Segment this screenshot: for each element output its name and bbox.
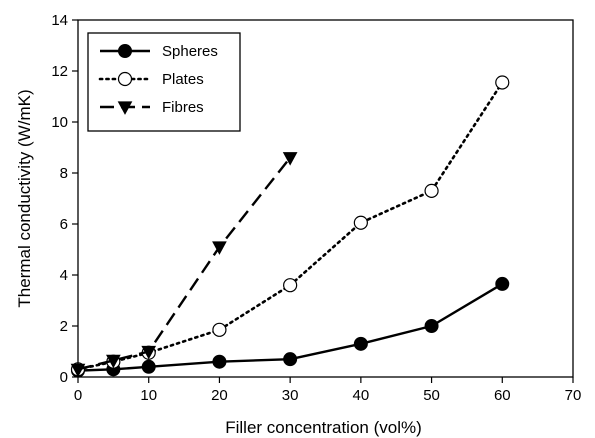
legend-marker-spheres bbox=[118, 44, 132, 58]
axes: 0 10 20 30 40 50 60 70 0 2 4 6 8 10 12 14 bbox=[51, 12, 581, 404]
data-point-spheres bbox=[141, 359, 156, 374]
y-tick-label: 14 bbox=[51, 12, 68, 29]
data-point-plates bbox=[283, 278, 298, 293]
x-tick-label: 60 bbox=[494, 387, 511, 404]
x-axis-title: Filler concentration (vol%) bbox=[225, 418, 422, 437]
x-tick-label: 30 bbox=[282, 387, 299, 404]
x-tick-label: 0 bbox=[74, 387, 82, 404]
plot-frame bbox=[77, 19, 574, 378]
x-tick-label: 10 bbox=[140, 387, 157, 404]
y-tick-label: 0 bbox=[60, 369, 68, 386]
data-point-spheres bbox=[495, 276, 510, 291]
data-point-fibres bbox=[282, 152, 298, 166]
data-point-spheres bbox=[283, 352, 298, 367]
x-tick-label: 40 bbox=[353, 387, 370, 404]
data-point-fibres bbox=[141, 345, 157, 360]
legend: Spheres Plates Fibres bbox=[87, 32, 241, 132]
legend-label-spheres: Spheres bbox=[162, 43, 218, 60]
data-point-fibres bbox=[212, 241, 227, 255]
plot-area bbox=[70, 75, 510, 378]
data-point-spheres bbox=[212, 354, 227, 369]
data-point-spheres bbox=[353, 336, 368, 351]
legend-box bbox=[87, 32, 241, 132]
data-point-plates bbox=[212, 322, 227, 337]
y-tick-label: 4 bbox=[60, 267, 68, 284]
data-point-spheres bbox=[424, 319, 439, 333]
legend-marker-fibres bbox=[117, 101, 133, 115]
x-tick-label: 50 bbox=[423, 387, 440, 404]
legend-label-plates: Plates bbox=[162, 71, 204, 88]
data-point-plates bbox=[353, 215, 368, 230]
data-point-plates bbox=[424, 183, 439, 198]
data-point-fibres bbox=[106, 354, 121, 369]
y-axis-title: Thermal conductivity (W/mK) bbox=[15, 89, 34, 307]
y-tick-label: 10 bbox=[51, 114, 68, 131]
data-point-plates bbox=[495, 75, 510, 90]
y-tick-label: 6 bbox=[60, 216, 68, 233]
legend-label-fibres: Fibres bbox=[162, 99, 204, 116]
x-tick-label: 70 bbox=[565, 387, 582, 404]
legend-marker-plates bbox=[117, 71, 133, 87]
y-tick-label: 8 bbox=[60, 165, 68, 182]
y-tick-label: 12 bbox=[51, 63, 68, 80]
y-tick-label: 2 bbox=[60, 318, 68, 335]
series-line-plates bbox=[76, 81, 504, 371]
x-tick-label: 20 bbox=[211, 387, 228, 404]
series-line-fibres bbox=[77, 156, 292, 371]
